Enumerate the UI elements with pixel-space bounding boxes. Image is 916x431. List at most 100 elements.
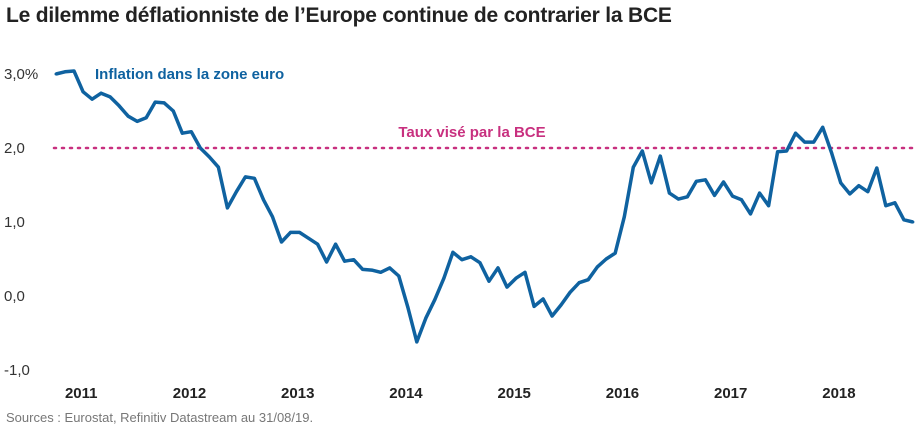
data-point (649, 181, 653, 185)
data-point (848, 192, 852, 196)
data-point (550, 314, 554, 318)
y-tick-label: 0,0 (4, 288, 25, 305)
data-point (758, 191, 762, 195)
data-point (406, 305, 410, 309)
data-point (767, 204, 771, 208)
data-point (415, 340, 419, 344)
data-point (135, 119, 139, 123)
data-point (243, 175, 247, 179)
data-point (289, 230, 293, 234)
data-point (731, 194, 734, 198)
data-point (478, 261, 482, 265)
data-point (433, 298, 437, 302)
data-point (839, 181, 843, 185)
data-point (776, 150, 780, 154)
data-point (667, 191, 671, 195)
data-point (487, 279, 491, 283)
data-point (631, 165, 635, 169)
data-point (676, 197, 680, 201)
x-tick-label: 2012 (173, 385, 206, 402)
data-point (252, 176, 256, 180)
data-point (207, 155, 211, 159)
data-point (712, 193, 716, 197)
data-point (352, 258, 356, 262)
data-point (325, 260, 329, 264)
data-point (99, 91, 103, 95)
x-tick-label: 2017 (714, 385, 747, 402)
data-point (153, 100, 157, 104)
inflation-data-points (54, 69, 915, 344)
data-point (857, 184, 861, 188)
data-point (658, 154, 662, 158)
data-point (442, 276, 446, 280)
data-point (81, 90, 85, 94)
data-point (379, 270, 383, 274)
data-point (126, 114, 130, 118)
data-point (90, 97, 94, 101)
y-tick-label: -1,0 (4, 362, 30, 379)
data-point (144, 116, 148, 120)
x-tick-label: 2013 (281, 385, 314, 402)
data-point (559, 303, 563, 307)
data-point (577, 281, 581, 285)
data-point (189, 130, 193, 134)
data-point (830, 151, 834, 155)
data-point (721, 180, 725, 184)
data-point (875, 166, 879, 170)
data-point (270, 215, 274, 219)
data-point (225, 206, 229, 210)
x-tick-label: 2018 (822, 385, 855, 402)
source-note: Sources : Eurostat, Refinitiv Datastream… (6, 410, 314, 425)
data-point (171, 109, 175, 113)
data-point (740, 198, 744, 202)
data-point (532, 304, 536, 308)
data-point (72, 69, 76, 73)
y-tick-label: 2,0 (4, 140, 25, 157)
data-point (280, 240, 283, 244)
data-point (541, 297, 545, 301)
data-point (902, 218, 906, 222)
data-point (388, 266, 392, 270)
data-point (316, 242, 320, 246)
data-point (640, 149, 644, 153)
data-point (234, 190, 238, 194)
data-point (785, 149, 789, 153)
data-point (343, 259, 347, 263)
data-point (794, 131, 798, 135)
x-tick-label: 2015 (498, 385, 531, 402)
y-axis-ticks: 3,0% 2,0 1,0 0,0 -1,0 (4, 66, 38, 379)
data-point (595, 265, 599, 269)
data-point (460, 258, 464, 262)
data-point (63, 70, 67, 74)
data-point (622, 215, 626, 219)
data-point (424, 316, 428, 320)
data-point (451, 250, 455, 254)
inflation-series-line (55, 69, 914, 344)
data-point (568, 290, 572, 294)
data-point (613, 251, 617, 255)
data-point (893, 201, 897, 205)
data-point (514, 276, 518, 280)
data-point (749, 212, 753, 216)
chart-title: Le dilemme déflationniste de l’Europe co… (6, 4, 672, 27)
data-point (361, 267, 365, 271)
data-point (703, 178, 707, 182)
data-point (469, 255, 473, 259)
data-point (694, 179, 698, 183)
data-point (604, 257, 608, 261)
data-point (162, 101, 166, 105)
x-tick-label: 2014 (389, 385, 423, 402)
data-point (505, 285, 509, 289)
data-point (812, 140, 816, 144)
x-axis-ticks: 2011 2012 2013 2014 2015 2016 2017 2018 (65, 385, 856, 402)
data-point (261, 198, 265, 202)
data-point (370, 268, 374, 272)
data-point (496, 266, 500, 270)
data-point (180, 131, 184, 135)
data-point (334, 242, 338, 246)
data-point (586, 278, 590, 282)
data-point (866, 190, 870, 194)
data-point (821, 125, 825, 129)
y-tick-label: 3,0% (4, 66, 38, 83)
